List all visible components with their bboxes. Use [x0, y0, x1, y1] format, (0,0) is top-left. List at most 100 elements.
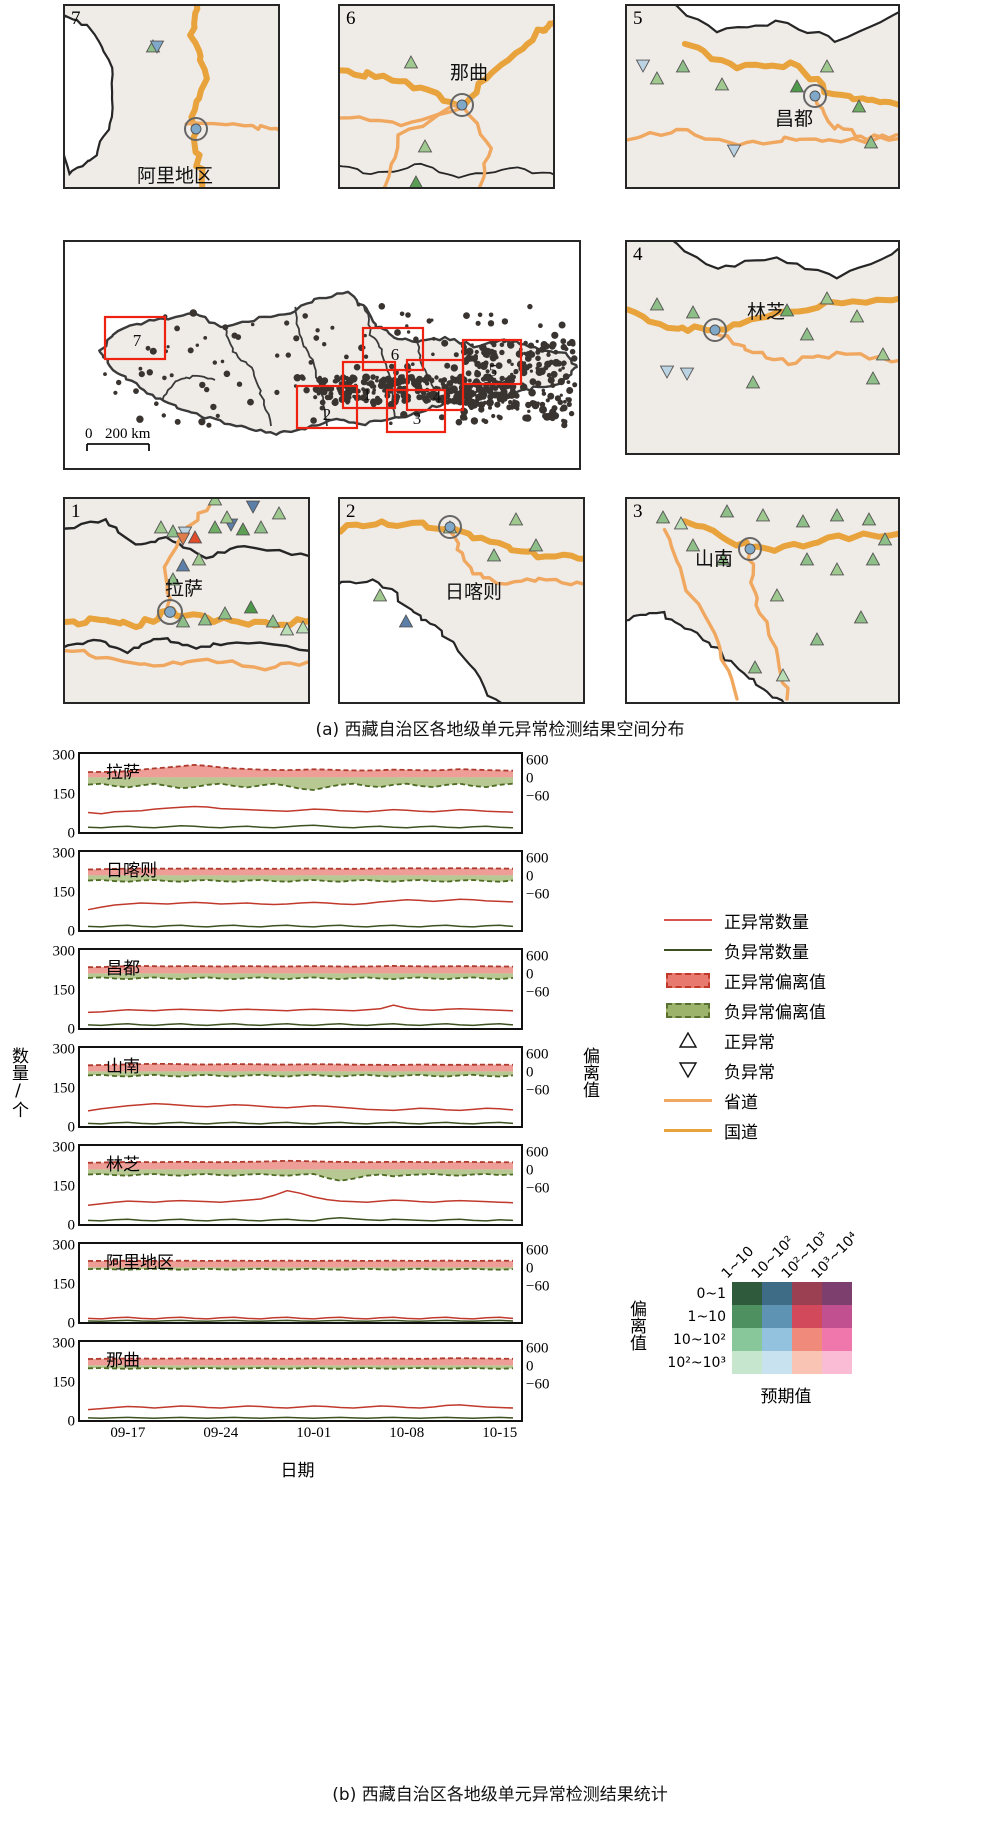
svg-text:7: 7 [133, 331, 142, 350]
inset-map-index-4: 4 [633, 244, 643, 265]
timeseries-panel-4[interactable]: 山南 0 150 300 −60 0 600 [53, 1042, 550, 1136]
legend-label: 国道 [724, 1122, 758, 1143]
x-tick: 10-08 [389, 1425, 425, 1441]
matrix-cell [822, 1328, 852, 1351]
inset-map-index-6: 6 [346, 8, 356, 29]
city-label-4: 林芝 [747, 301, 786, 323]
legend-label: 正异常偏离值 [724, 972, 826, 993]
svg-text:3: 3 [413, 409, 422, 428]
inset-map-index-3: 3 [633, 501, 643, 522]
positive-anomaly-deviation-icon [660, 972, 716, 988]
inset-map-5[interactable]: 5 昌都 [625, 4, 900, 189]
y-tick-right: −60 [526, 1376, 550, 1393]
y-tick-right: 600 [526, 1046, 549, 1063]
y-tick-right: 600 [526, 1144, 549, 1161]
legend-label: 省道 [724, 1092, 758, 1113]
inset-map-index-2: 2 [346, 501, 356, 522]
legend-label: 负异常偏离值 [724, 1002, 826, 1023]
inset-map-7[interactable]: 7 阿里地区 [63, 4, 280, 189]
timeseries-panel-6[interactable]: 阿里地区 0 150 300 −60 0 600 [53, 1238, 550, 1332]
timeseries-panel-5[interactable]: 林芝 0 150 300 −60 0 600 [53, 1140, 550, 1234]
inset-map-index-7: 7 [71, 8, 81, 29]
y-tick-left: 300 [52, 1139, 76, 1156]
y-tick-left: 0 [67, 825, 76, 842]
y-tick-left: 150 [52, 1080, 76, 1097]
city-label-2: 日喀则 [445, 581, 503, 603]
inset-map-3[interactable]: 3 山南 [625, 497, 900, 704]
matrix-cell [732, 1328, 762, 1351]
city-label-6: 那曲 [450, 62, 489, 84]
matrix-cell [792, 1328, 822, 1351]
y-tick-left: 0 [67, 1021, 76, 1038]
matrix-cell [822, 1351, 852, 1374]
matrix-cell [762, 1351, 792, 1374]
panel-region-label: 昌都 [106, 959, 140, 979]
matrix-cell [732, 1351, 762, 1374]
legend-label: 负异常 [724, 1062, 775, 1083]
legend-item-negative-anomaly-count: 负异常数量 [660, 935, 826, 965]
legend-item-negative-anomaly-deviation: 负异常偏离值 [660, 995, 826, 1025]
matrix-y-title: 偏离值 [626, 1300, 646, 1351]
legend-item-positive-anomaly-marker: 正异常 [660, 1025, 826, 1055]
y-tick-right: 0 [526, 1358, 534, 1375]
inset-map-2[interactable]: 2 日喀则 [338, 497, 585, 704]
legend-label: 负异常数量 [724, 942, 809, 963]
y-tick-left: 0 [67, 1413, 76, 1430]
national-road-icon [660, 1128, 716, 1132]
y-tick-right: 600 [526, 948, 549, 965]
x-tick: 09-24 [203, 1425, 239, 1441]
negative-anomaly-marker-icon [660, 1061, 716, 1079]
y-tick-right: −60 [526, 788, 550, 805]
negative-anomaly-deviation-icon [660, 1002, 716, 1018]
y-tick-right: −60 [526, 984, 550, 1001]
timeseries-panel-3[interactable]: 昌都 0 150 300 −60 0 600 [53, 944, 550, 1038]
legend-label: 正异常数量 [724, 912, 809, 933]
y-axis-title-right: 偏离值 [579, 1047, 599, 1098]
city-label-7: 阿里地区 [137, 165, 214, 187]
inset-map-index-1: 1 [71, 501, 81, 522]
y-tick-left: 300 [52, 1237, 76, 1254]
y-tick-right: 0 [526, 1162, 534, 1179]
y-tick-left: 300 [52, 845, 76, 862]
scale-bar-distance: 200 km [105, 426, 151, 442]
scale-bar-zero: 0 [85, 426, 93, 442]
matrix-row: 10²~10³ [640, 1351, 852, 1374]
matrix-row: 1~10 [640, 1305, 852, 1328]
matrix-row-label: 1~10 [687, 1308, 726, 1325]
inset-map-index-5: 5 [633, 8, 643, 29]
matrix-cell [792, 1282, 822, 1305]
matrix-cell [732, 1305, 762, 1328]
matrix-col-label: 1~10 [718, 1243, 758, 1282]
y-tick-right: −60 [526, 1278, 550, 1295]
timeseries-panel-1[interactable]: 拉萨 0 150 300 −60 0 600 [53, 748, 550, 842]
y-tick-left: 300 [52, 1335, 76, 1352]
inset-map-6[interactable]: 6 那曲 [338, 4, 555, 189]
y-tick-right: −60 [526, 1082, 550, 1099]
legend-item-provincial-road: 省道 [660, 1085, 826, 1115]
inset-map-1[interactable]: 1 拉萨 [63, 497, 310, 704]
y-tick-right: 600 [526, 1242, 549, 1259]
y-tick-left: 150 [52, 1276, 76, 1293]
x-tick: 10-15 [482, 1425, 518, 1441]
y-tick-right: 600 [526, 752, 549, 769]
timeseries-panel-2[interactable]: 日喀则 0 150 300 −60 0 600 [53, 846, 550, 940]
legend-item-positive-anomaly-count: 正异常数量 [660, 905, 826, 935]
y-tick-left: 300 [52, 747, 76, 764]
legend-item-positive-anomaly-deviation: 正异常偏离值 [660, 965, 826, 995]
city-label-3: 山南 [695, 548, 734, 570]
panel-region-label: 山南 [106, 1057, 140, 1077]
y-tick-right: −60 [526, 886, 550, 903]
inset-map-4[interactable]: 4 林芝 [625, 240, 900, 455]
city-label-5: 昌都 [775, 108, 814, 130]
y-tick-right: 0 [526, 966, 534, 983]
y-tick-right: 0 [526, 1064, 534, 1081]
positive-anomaly-marker-icon [660, 1031, 716, 1049]
timeseries-panel-7[interactable]: 那曲 0 150 300 −60 0 600 09-17 09-24 10-01 10-08 10-1… [53, 1336, 550, 1442]
panel-region-label: 那曲 [106, 1351, 140, 1371]
panel-region-label: 日喀则 [106, 861, 157, 881]
matrix-cell [822, 1305, 852, 1328]
y-tick-left: 150 [52, 982, 76, 999]
y-tick-right: −60 [526, 1180, 550, 1197]
overview-map[interactable]: 7 6 5 1 4 2 3 0 200 km [63, 240, 581, 470]
matrix-row: 0~1 [640, 1282, 852, 1305]
